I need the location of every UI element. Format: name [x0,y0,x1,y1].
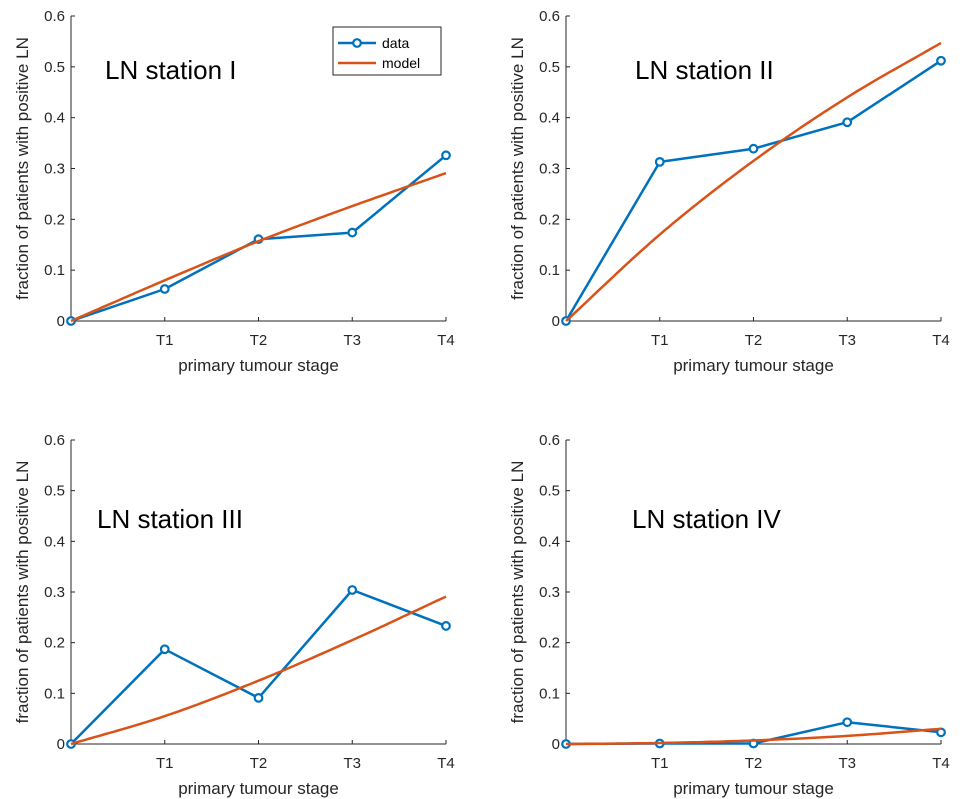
x-tick-label: T2 [745,755,763,772]
x-tick-label: T3 [838,332,856,349]
x-tick-label: T3 [343,332,361,349]
data-point [654,156,665,167]
x-tick-label: T3 [838,755,856,772]
y-tick-label: 0 [552,313,560,330]
data-point [253,692,264,703]
x-axis-label: primary tumour stage [673,356,834,375]
x-tick-label: T1 [651,332,669,349]
x-tick-label: T2 [250,332,268,349]
legend-data-label: data [382,35,409,51]
y-tick-label: 0.6 [44,8,65,25]
model-series-line [70,595,447,746]
data-point [842,117,853,128]
data-point [441,150,451,161]
y-tick-label: 0.2 [44,635,65,652]
y-tick-label: 0 [552,736,560,753]
y-tick-label: 0 [57,736,65,753]
y-tick-label: 0.3 [539,584,560,601]
y-tick-label: 0.1 [44,262,65,279]
y-tick-label: 0.1 [539,262,560,279]
panel-2: 0 0.1 0.2 0.3 0.4 0.5 0.6 T1 T2 T3 T4 primary tumou… [508,8,950,375]
legend-data-marker [352,38,362,48]
data-point [441,621,451,631]
x-tick-label: T4 [437,332,455,349]
y-tick-label: 0.5 [539,59,560,76]
data-series-line [70,588,447,745]
x-tick-label: T2 [745,332,763,349]
y-axis-label: fraction of patients with positive LN [508,37,527,300]
x-tick-label: T2 [250,755,268,772]
y-tick-label: 0.2 [44,211,65,228]
y-axis-label: fraction of patients with positive LN [13,37,32,300]
x-tick-label: T4 [932,332,950,349]
y-tick-label: 0.6 [539,432,560,449]
y-tick-label: 0.4 [539,110,560,127]
panel-title: LN station I [105,55,237,85]
data-point [159,284,170,294]
y-tick-label: 0.5 [539,483,560,500]
x-tick-label: T1 [156,755,174,772]
x-tick-label: T1 [156,332,174,349]
legend: data model [332,26,442,76]
data-point [842,717,853,728]
data-point [347,227,358,238]
y-tick-label: 0.3 [44,584,65,601]
y-tick-label: 0.3 [539,161,560,178]
y-tick-label: 0.2 [539,635,560,652]
y-tick-label: 0.6 [44,432,65,449]
data-point [347,585,358,595]
panel-1: 0 0.1 0.2 0.3 0.4 0.5 0.6 T1 T2 T3 T4 primary tumou… [13,8,455,375]
legend-box [332,26,442,76]
panel-title: LN station IV [632,504,782,534]
data-series-line [564,59,942,322]
model-series-line [566,727,942,746]
y-tick-label: 0.4 [44,110,65,127]
x-tick-label: T1 [651,755,669,772]
y-tick-label: 0.1 [539,685,560,702]
data-point [748,143,759,154]
y-tick-label: 0.6 [539,8,560,25]
y-tick-label: 0.3 [44,161,65,178]
model-series-line [70,171,447,323]
panel-title: LN station II [635,55,774,85]
y-axis-label: fraction of patients with positive LN [508,461,527,724]
y-tick-label: 0.5 [44,483,65,500]
y-tick-label: 0.4 [44,533,65,550]
y-tick-label: 0.2 [539,211,560,228]
x-tick-label: T4 [932,755,950,772]
y-axis-label: fraction of patients with positive LN [13,461,32,724]
legend-model-label: model [382,55,420,71]
y-tick-label: 0 [57,313,65,330]
x-axis-label: primary tumour stage [178,779,339,798]
data-point [936,55,946,66]
x-tick-label: T4 [437,755,455,772]
panel-3: 0 0.1 0.2 0.3 0.4 0.5 0.6 T1 T2 T3 T4 primary tumou… [13,432,455,798]
x-axis-label: primary tumour stage [178,356,339,375]
panel-title: LN station III [97,504,243,534]
y-tick-label: 0.5 [44,59,65,76]
y-tick-label: 0.4 [539,533,560,550]
data-point [159,644,170,655]
panel-4: 0 0.1 0.2 0.3 0.4 0.5 0.6 T1 T2 T3 T4 primary tumou… [508,432,950,798]
model-series-line [565,41,942,322]
x-tick-label: T3 [343,755,361,772]
data-point [936,727,946,738]
x-axis-label: primary tumour stage [673,779,834,798]
y-tick-label: 0.1 [44,685,65,702]
